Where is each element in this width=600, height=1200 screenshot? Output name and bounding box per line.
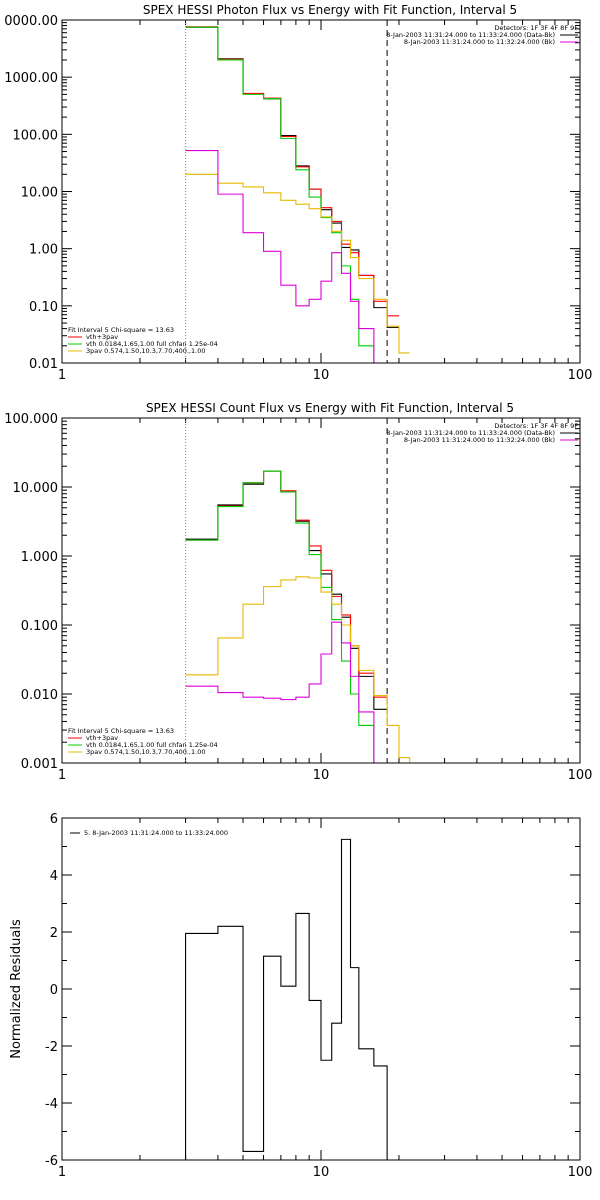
legend-detectors-2: Detectors: 1F 3F 4F 8F 9F (494, 422, 578, 430)
chart-title-1: SPEX HESSI Photon Flux vs Energy with Fi… (143, 3, 517, 17)
axes-1: 1 10 100 0.01 0.10 1.00 10.00 100.00 1000.00 0000… (4, 14, 592, 383)
x-tick-label: 10 (313, 768, 330, 783)
x-tick-label: 1 (58, 768, 66, 783)
legend-vth-1: vth 0.0184,1.65,1.00 full chfan 1.25e-04 (86, 340, 218, 348)
legend-detectors-1: Detectors: 1F 3F 4F 8F 9F (494, 24, 578, 32)
y-tick-label: -2 (45, 1040, 58, 1055)
series-group-2 (185, 418, 425, 764)
series-line-vth (185, 26, 388, 364)
legend-spav-1: 3pav 0.574,1.50,10.3,7.70,400.,1.00 (86, 347, 205, 355)
y-tick-label: 100.00 (13, 128, 59, 143)
legend-bk-entry-1: 8-Jan-2003 11:31:24.000 to 11:32:24.000 … (404, 38, 555, 46)
plot-frame-3 (61, 817, 581, 1161)
x-tick-label: 100 (568, 368, 593, 383)
legend-spav-2: 3pav 0.574,1.50,10.3,7.70,400.,1.00 (86, 748, 205, 756)
y-tick-label: 0.10 (29, 300, 58, 315)
legend-vth-spav-2: vth+3pav (86, 734, 118, 742)
x-tick-label: 100 (568, 768, 593, 783)
series-line-vth-3pav (185, 470, 388, 698)
plot-frame-1 (61, 19, 581, 364)
series-line-3pav (185, 173, 410, 354)
y-tick-label: 4 (50, 869, 58, 884)
series-group-3 (185, 838, 388, 1160)
y-tick-label: 0.001 (21, 757, 58, 772)
panel-residuals: 1 10 100 -6 -4 -2 0 2 4 6 Normalized Residuals 5.… (9, 812, 592, 1180)
series-line-residual (185, 838, 388, 1160)
legend-vth-2: vth 0.0184,1.65,1.00 full chfan 1.25e-04 (86, 741, 218, 749)
y-tick-label: 1.00 (29, 243, 58, 258)
panel-photon-flux: SPEX HESSI Photon Flux vs Energy with Fi… (4, 3, 592, 383)
y-tick-label: 0 (50, 983, 58, 998)
legend-data-entry-1: 8-Jan-2003 11:31:24.000 to 11:33:24.000 … (386, 31, 555, 39)
series-line-data-bk (185, 470, 388, 710)
x-tick-label: 10 (313, 1165, 330, 1180)
legend-data-entry-2: 8-Jan-2003 11:31:24.000 to 11:33:24.000 … (386, 429, 555, 437)
series-line-bk (185, 150, 388, 364)
y-axis-label-residuals: Normalized Residuals (9, 919, 24, 1059)
legend-residual: 5. 8-Jan-2003 11:31:24.000 to 11:33:24.0… (84, 829, 228, 837)
y-tick-label: -4 (45, 1097, 58, 1112)
x-tick-label: 100 (568, 1165, 593, 1180)
y-tick-label: 0.010 (21, 688, 58, 703)
y-tick-label: 2 (50, 926, 58, 941)
legend-fit-interval-2: Fit Interval 5 Chi-square = 13.63 (68, 727, 174, 735)
y-tick-label: 1000.00 (4, 71, 58, 86)
series-group-1 (185, 20, 410, 364)
series-line-vth (185, 470, 388, 764)
x-tick-label: 1 (58, 1165, 66, 1180)
x-tick-label: 1 (58, 368, 66, 383)
y-tick-label: 0000.00 (4, 14, 58, 29)
y-tick-label: 10.00 (21, 186, 58, 201)
panel-count-flux: SPEX HESSI Count Flux vs Energy with Fit… (4, 401, 592, 783)
axes-2: 1 10 100 0.001 0.010 0.100 1.000 10.000 100.000 (4, 412, 592, 783)
y-tick-label: 10.000 (13, 481, 59, 496)
y-tick-label: 0.100 (21, 619, 58, 634)
plot-frame-2 (61, 417, 581, 764)
legend-vth-spav-1: vth+3pav (86, 333, 118, 341)
y-tick-label: 0.01 (29, 357, 58, 372)
y-tick-label: -6 (45, 1154, 58, 1169)
y-tick-label: 100.000 (4, 412, 58, 427)
y-tick-label: 1.000 (21, 550, 58, 565)
legend-fit-interval-1: Fit Interval 5 Chi-square = 13.63 (68, 326, 174, 334)
series-line-3pav (185, 576, 425, 764)
x-tick-label: 10 (313, 368, 330, 383)
axes-3: 1 10 100 -6 -4 -2 0 2 4 6 (45, 812, 592, 1180)
y-tick-label: 6 (50, 812, 58, 827)
chart-title-2: SPEX HESSI Count Flux vs Energy with Fit… (146, 401, 514, 415)
series-line-bk (185, 621, 388, 764)
legend-bk-entry-2: 8-Jan-2003 11:31:24.000 to 11:32:24.000 … (404, 436, 555, 444)
